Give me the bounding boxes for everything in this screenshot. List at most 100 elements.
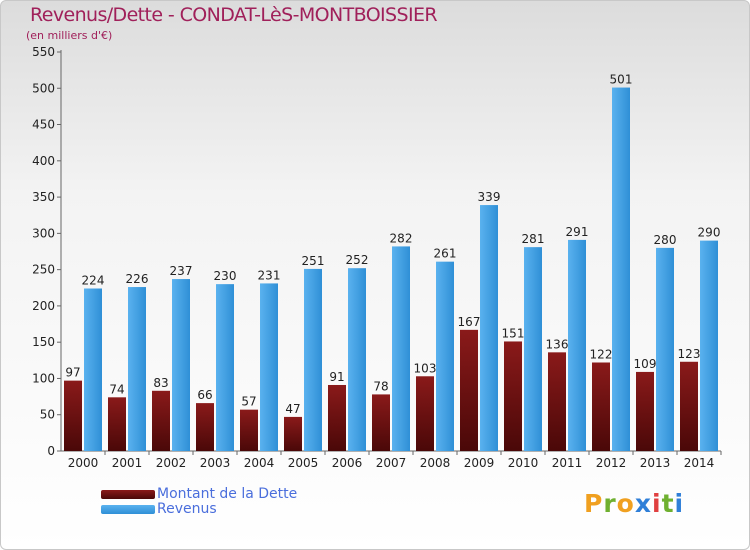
x-tick-label: 2006: [332, 456, 363, 470]
data-label-revenus: 251: [302, 254, 325, 268]
logo-letter: i: [652, 489, 662, 518]
x-tick-label: 2004: [244, 456, 275, 470]
bar-dette: [64, 380, 82, 451]
x-tick-label: 2010: [508, 456, 539, 470]
data-label-revenus: 237: [170, 264, 193, 278]
data-label-dette: 78: [373, 379, 388, 393]
y-tick-label: 300: [32, 226, 55, 240]
bar-dette: [504, 341, 522, 451]
bar-dette: [680, 361, 698, 451]
x-tick-label: 2005: [288, 456, 319, 470]
logo-letter: t: [661, 489, 675, 518]
data-label-revenus: 226: [126, 272, 149, 286]
y-tick-label: 200: [32, 299, 55, 313]
logo-letter: r: [603, 489, 617, 518]
y-tick-label: 550: [32, 45, 55, 59]
data-label-revenus: 501: [610, 73, 633, 87]
x-tick-label: 2000: [68, 456, 99, 470]
data-label-revenus: 231: [258, 268, 281, 282]
x-tick-label: 2013: [640, 456, 671, 470]
bar-dette: [152, 390, 170, 451]
data-label-dette: 74: [109, 382, 124, 396]
chart-subtitle: (en milliers d'€): [26, 29, 113, 42]
legend-swatch-dette: [101, 490, 155, 499]
x-tick-label: 2009: [464, 456, 495, 470]
data-label-revenus: 282: [390, 231, 413, 245]
logo-letter: o: [616, 489, 635, 518]
data-label-dette: 57: [241, 395, 256, 409]
data-label-revenus: 281: [522, 232, 545, 246]
y-tick-label: 500: [32, 81, 55, 95]
data-label-dette: 103: [414, 361, 437, 375]
bar-revenus: [656, 247, 674, 451]
bar-revenus: [480, 205, 498, 451]
data-label-dette: 109: [634, 357, 657, 371]
y-tick-label: 0: [47, 444, 55, 458]
logo-letter: P: [584, 489, 604, 518]
bar-revenus: [348, 268, 366, 451]
bar-revenus: [172, 279, 190, 451]
bar-dette: [372, 394, 390, 451]
data-label-revenus: 230: [214, 269, 237, 283]
y-tick-label: 350: [32, 190, 55, 204]
data-label-dette: 123: [678, 347, 701, 361]
x-tick-label: 2002: [156, 456, 187, 470]
bar-dette: [328, 384, 346, 451]
bar-dette: [284, 416, 302, 451]
y-tick-label: 150: [32, 335, 55, 349]
y-tick-label: 450: [32, 118, 55, 132]
data-label-dette: 83: [153, 376, 168, 390]
data-label-dette: 167: [458, 315, 481, 329]
bar-revenus: [260, 283, 278, 451]
bar-dette: [548, 352, 566, 451]
data-label-dette: 136: [546, 337, 569, 351]
bar-revenus: [128, 287, 146, 451]
data-label-dette: 97: [65, 366, 80, 380]
y-tick-label: 50: [40, 408, 55, 422]
data-label-revenus: 280: [654, 233, 677, 247]
bar-revenus: [436, 261, 454, 451]
x-tick-label: 2001: [112, 456, 143, 470]
x-tick-label: 2008: [420, 456, 451, 470]
bar-revenus: [392, 246, 410, 451]
y-tick-label: 100: [32, 371, 55, 385]
x-tick-label: 2014: [684, 456, 715, 470]
data-label-dette: 66: [197, 388, 212, 402]
bar-dette: [240, 409, 258, 451]
bar-revenus: [700, 240, 718, 451]
logo-letter: i: [674, 489, 685, 518]
data-label-revenus: 261: [434, 247, 457, 261]
bar-revenus: [304, 268, 322, 451]
y-tick-label: 400: [32, 154, 55, 168]
proxiti-logo: Proxiti: [584, 489, 684, 518]
bar-dette: [196, 403, 214, 451]
bar-dette: [416, 376, 434, 451]
data-label-dette: 122: [590, 347, 613, 361]
x-tick-label: 2011: [552, 456, 583, 470]
x-tick-label: 2012: [596, 456, 627, 470]
data-label-revenus: 224: [82, 273, 105, 287]
bar-revenus: [216, 284, 234, 451]
bar-revenus: [84, 288, 102, 451]
data-label-dette: 47: [285, 402, 300, 416]
bar-dette: [460, 329, 478, 451]
legend-label-revenus: Revenus: [157, 501, 217, 517]
data-label-revenus: 252: [346, 253, 369, 267]
legend-swatch-revenus: [101, 505, 155, 514]
x-tick-label: 2007: [376, 456, 407, 470]
data-label-dette: 151: [502, 326, 525, 340]
data-label-dette: 91: [329, 370, 344, 384]
legend-label-dette: Montant de la Dette: [157, 486, 298, 502]
y-tick-label: 250: [32, 263, 55, 277]
x-tick-label: 2003: [200, 456, 231, 470]
bar-dette: [636, 371, 654, 451]
chart-title: Revenus/Dette - CONDAT-LèS-MONTBOISSIER: [30, 4, 438, 26]
bar-dette: [592, 362, 610, 451]
bars: [64, 87, 718, 451]
data-label-revenus: 291: [566, 225, 589, 239]
data-label-revenus: 290: [698, 226, 721, 240]
bar-revenus: [612, 87, 630, 451]
data-label-revenus: 339: [478, 190, 501, 204]
